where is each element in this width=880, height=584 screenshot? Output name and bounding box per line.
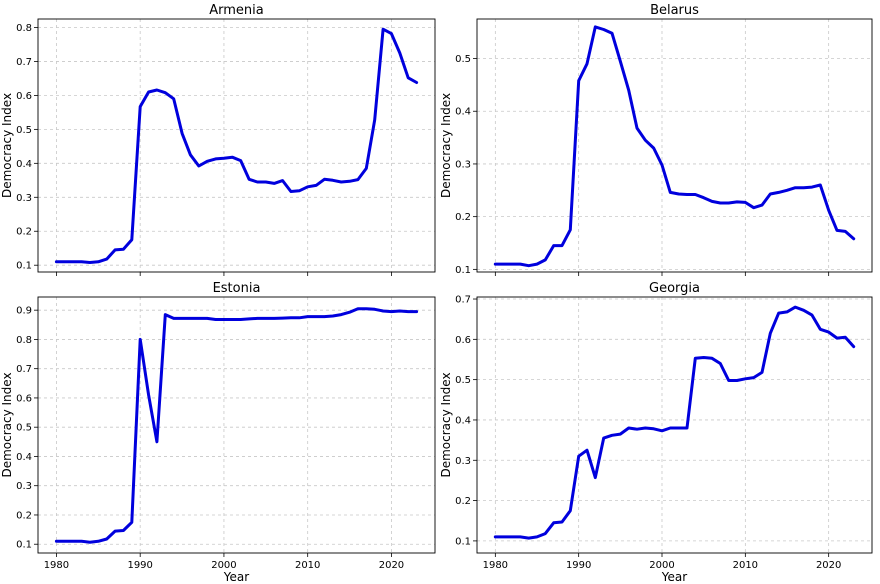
y-tick-label: 0.3 [455, 456, 471, 467]
y-axis-label: Democracy Index [0, 93, 14, 198]
y-tick-label: 0.4 [16, 159, 32, 170]
x-axis-label: Year [661, 570, 687, 584]
axes-frame [476, 296, 873, 554]
subplot-belarus: 0.1 0.2 0.3 0.4 0.5 Belarus Democracy Index [439, 3, 873, 276]
x-tick-label: 2000 [211, 560, 236, 571]
y-tick-label: 0.5 [16, 423, 32, 434]
y-axis-label: Democracy Index [439, 372, 453, 477]
y-tick-label: 0.3 [455, 159, 471, 170]
series-line [54, 307, 419, 544]
y-tick-label: 0.4 [455, 107, 471, 118]
y-tick-label: 0.4 [455, 415, 471, 426]
y-tick-label: 0.1 [455, 536, 471, 547]
x-tick-label: 2020 [379, 560, 404, 571]
y-tick-label: 0.2 [455, 212, 471, 223]
y-tick-label: 0.1 [455, 265, 471, 276]
series-line [54, 27, 419, 264]
y-tick-label: 0.2 [16, 227, 32, 238]
y-tick-label: 0.1 [16, 540, 32, 551]
x-tick-label: 2020 [816, 560, 841, 571]
y-tick-label: 0.9 [16, 306, 32, 317]
y-tick-label: 0.8 [16, 335, 32, 346]
subplot-georgia: 1980 1990 2000 2010 2020 0.1 0.2 0.3 0.4 0.5 0.6 0.… [439, 281, 873, 584]
chart-title: Belarus [650, 3, 699, 18]
y-tick-label: 0.7 [455, 295, 471, 306]
y-tick-label: 0.1 [16, 261, 32, 272]
y-axis-label: Democracy Index [439, 93, 453, 198]
y-tick-label: 0.5 [16, 125, 32, 136]
x-tick-label: 1990 [566, 560, 591, 571]
y-tick-label: 0.3 [16, 193, 32, 204]
axes-frame [37, 296, 436, 554]
series-line [493, 305, 856, 540]
x-axis-label: Year [223, 570, 249, 584]
axes-frame [476, 18, 873, 273]
y-axis-label: Democracy Index [0, 372, 14, 477]
y-tick-label: 0.5 [455, 54, 471, 65]
y-tick-label: 0.5 [455, 375, 471, 386]
chart-title: Estonia [213, 281, 261, 296]
y-tick-label: 0.2 [455, 496, 471, 507]
x-tick-label: 2010 [733, 560, 758, 571]
subplot-armenia: 0.1 0.2 0.3 0.4 0.5 0.6 0.7 0.8 Armenia Democracy… [0, 3, 436, 276]
y-tick-label: 0.7 [16, 57, 32, 68]
axes-frame [37, 18, 436, 273]
y-tick-label: 0.6 [455, 335, 471, 346]
y-tick-label: 0.2 [16, 510, 32, 521]
y-tick-label: 0.3 [16, 481, 32, 492]
chart-title: Georgia [649, 281, 700, 296]
x-tick-label: 1990 [127, 560, 152, 571]
chart-title: Armenia [209, 3, 264, 18]
x-tick-label: 2010 [295, 560, 320, 571]
y-tick-label: 0.6 [16, 91, 32, 102]
x-tick-label: 2000 [649, 560, 674, 571]
x-tick-label: 1980 [483, 560, 508, 571]
y-tick-label: 0.8 [16, 23, 32, 34]
y-tick-label: 0.6 [16, 393, 32, 404]
y-tick-label: 0.7 [16, 364, 32, 375]
subplot-estonia: 1980 1990 2000 2010 2020 0.1 0.2 0.3 0.4 0.5 0.6 0.… [0, 281, 436, 584]
series-line [493, 25, 856, 268]
y-tick-label: 0.4 [16, 452, 32, 463]
x-tick-label: 1980 [44, 560, 69, 571]
